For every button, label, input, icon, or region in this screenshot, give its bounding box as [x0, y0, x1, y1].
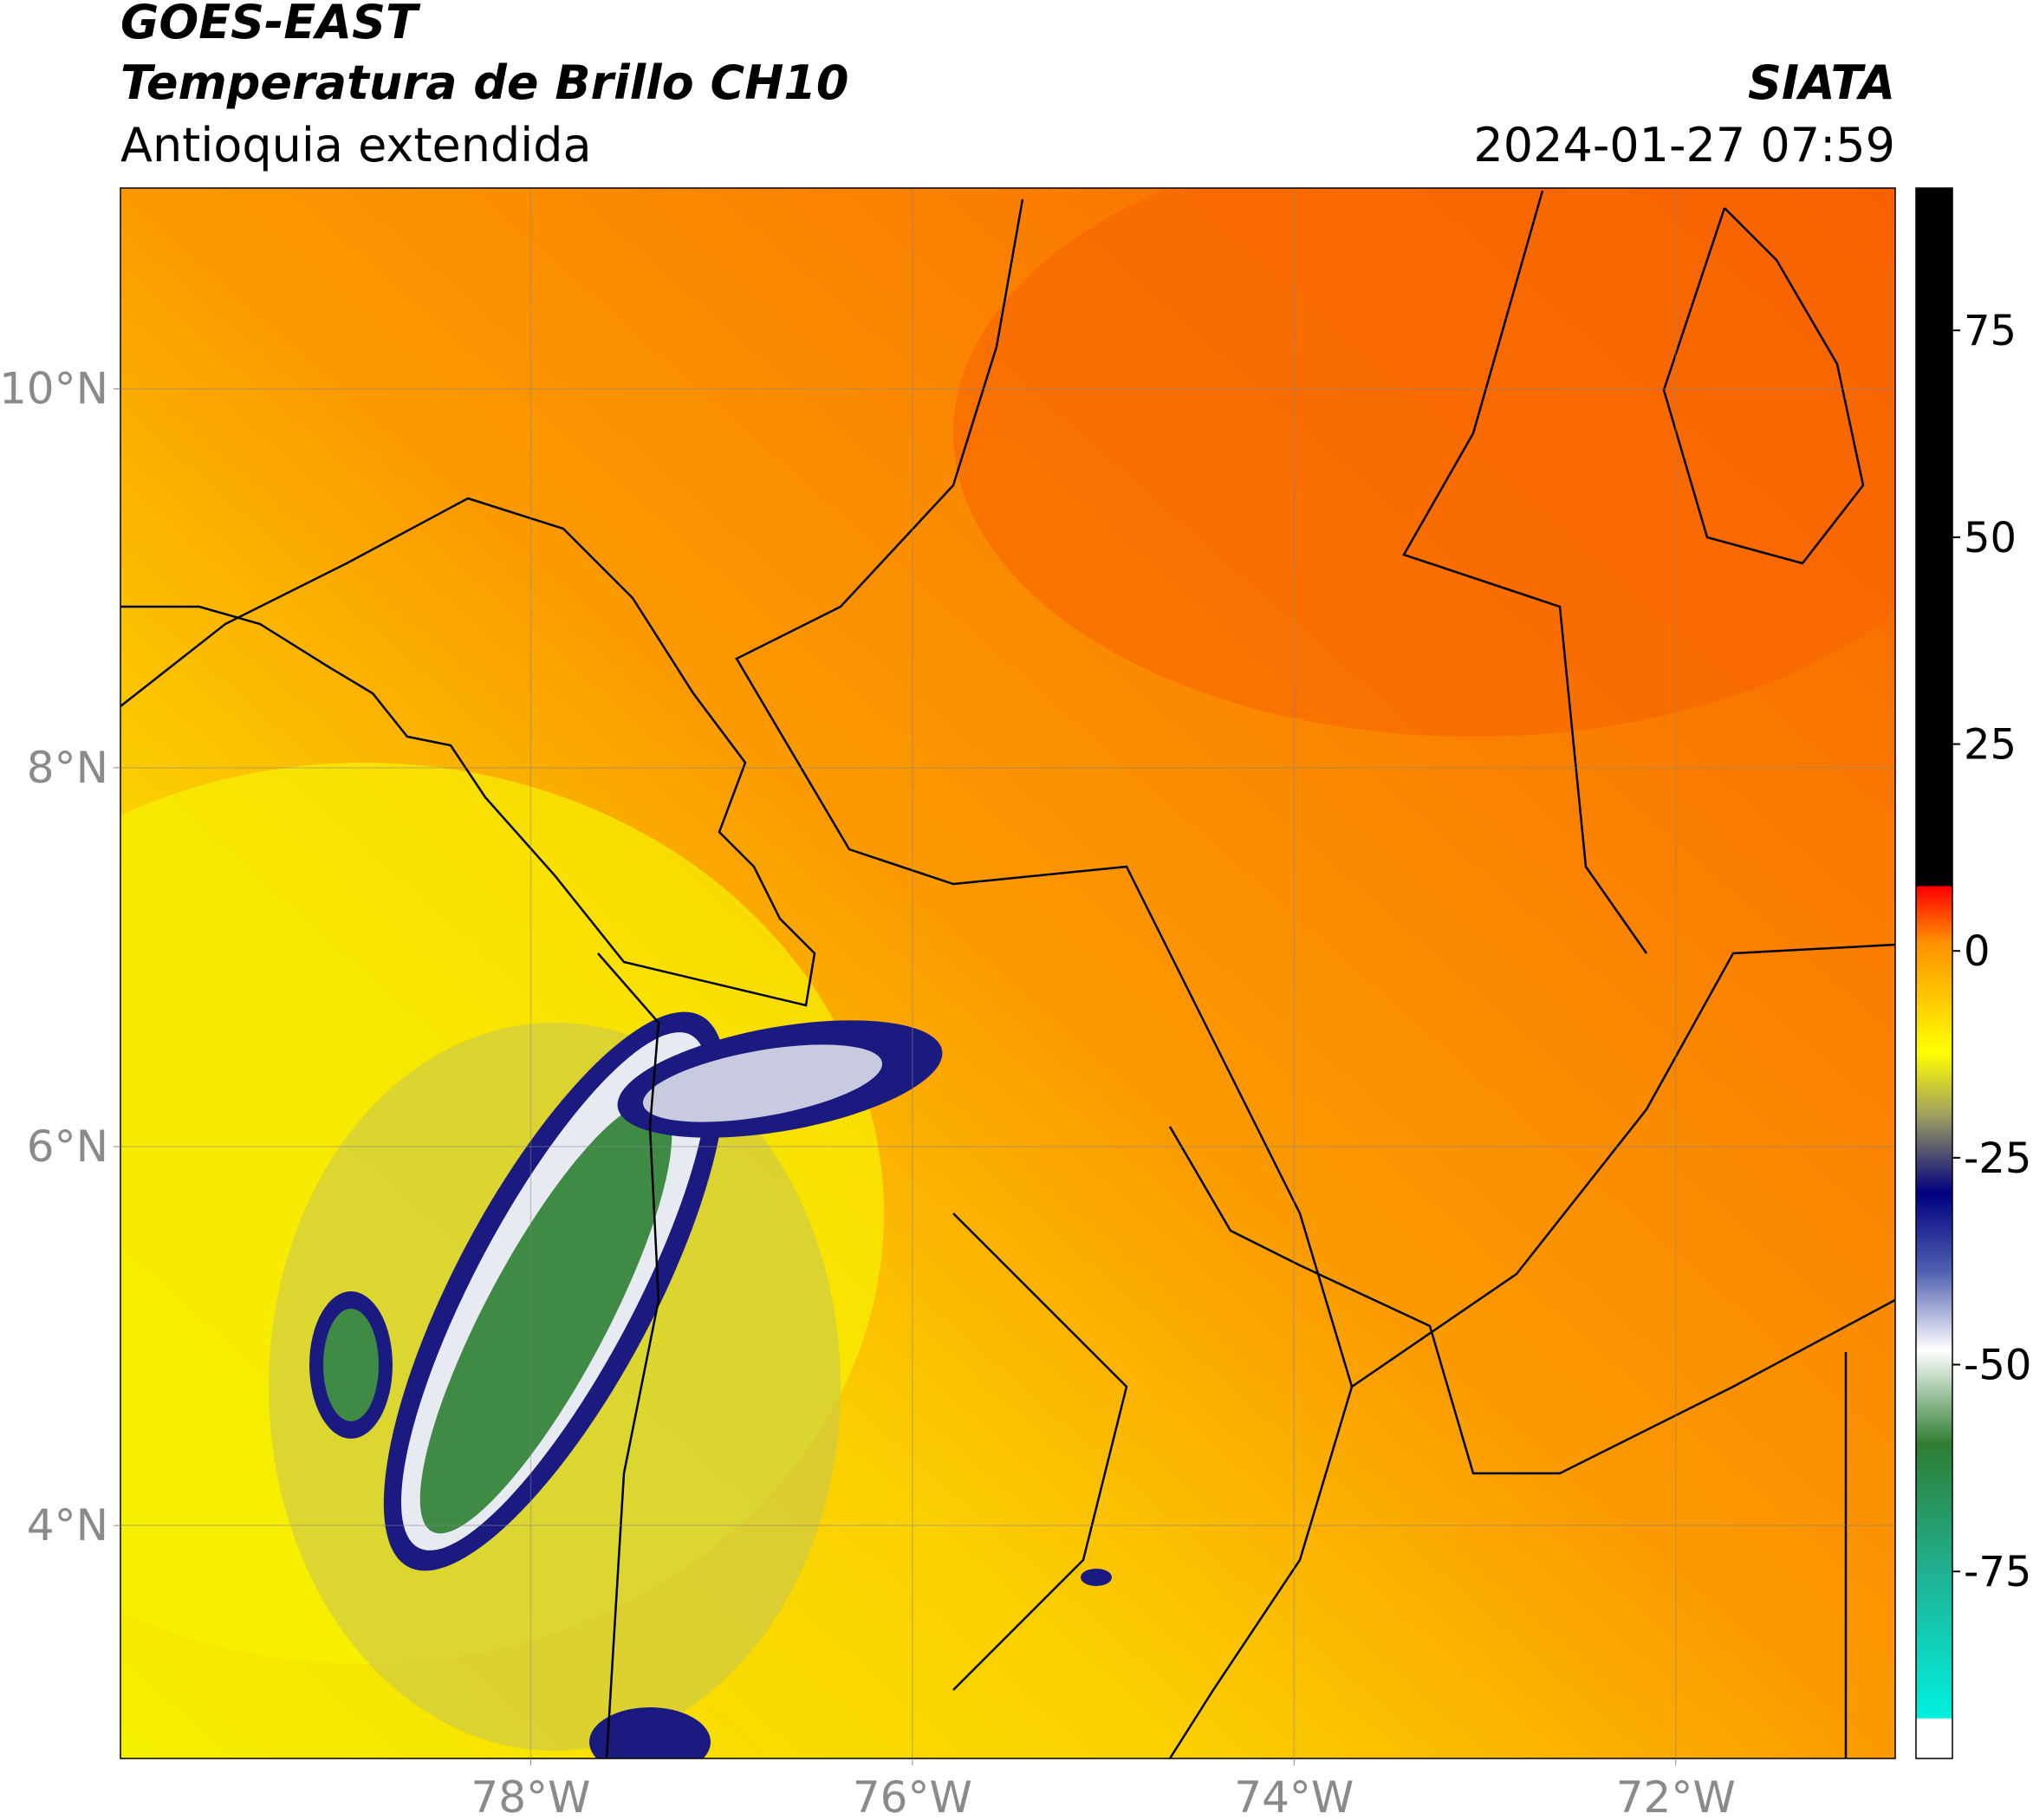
x-tick-label: 74°W: [1234, 1772, 1354, 1820]
lake-maracaibo: [1662, 207, 1865, 565]
map-frame: [120, 187, 1896, 1759]
border: [1351, 943, 1895, 1388]
cloud-cell: [323, 1309, 379, 1421]
hot-region: [953, 188, 1895, 737]
border: [735, 198, 1354, 1758]
colorbar-tick-label: -75: [1964, 1548, 2031, 1596]
x-tick-label: 78°W: [471, 1772, 590, 1820]
x-tick-label: 76°W: [853, 1772, 972, 1820]
x-tick-label: 72°W: [1616, 1772, 1736, 1820]
border: [952, 1212, 1128, 1691]
border: [1402, 190, 1648, 954]
y-tick-label: 10°N: [0, 364, 108, 414]
cloud-band: [642, 1044, 883, 1122]
grid: [120, 188, 1895, 1758]
boundaries: [120, 190, 1895, 1758]
region-title: Antioquia extendida: [120, 118, 592, 172]
border: [1168, 1126, 1895, 1475]
datetime-title: 2024-01-27 07:59: [1473, 118, 1895, 172]
cloud-cell: [1081, 1569, 1112, 1586]
coastline: [120, 497, 816, 1007]
coastline: [597, 952, 660, 1758]
y-tick-label: 6°N: [27, 1121, 108, 1172]
y-tick-label: 8°N: [27, 743, 108, 793]
satellite-title: GOES-EAST: [120, 0, 421, 49]
y-tick-label: 4°N: [27, 1500, 108, 1550]
cloud-core: [419, 1101, 672, 1534]
colorbar-tick-label: 0: [1964, 927, 1991, 976]
colorbar-tick-label: -25: [1964, 1134, 2031, 1183]
colorbar-tick-label: -50: [1964, 1342, 2031, 1390]
colorbar-tick-label: 75: [1964, 307, 2017, 355]
colorbar: [1915, 187, 1953, 1759]
cloud-cell: [589, 1707, 711, 1758]
colorbar-tick-label: 25: [1964, 721, 2017, 770]
colorbar-tick-label: 50: [1964, 514, 2017, 562]
map-field: [120, 188, 1895, 1758]
source-title: SIATA: [1748, 55, 1895, 110]
product-title: Temperatura de Brillo CH10: [120, 55, 849, 110]
